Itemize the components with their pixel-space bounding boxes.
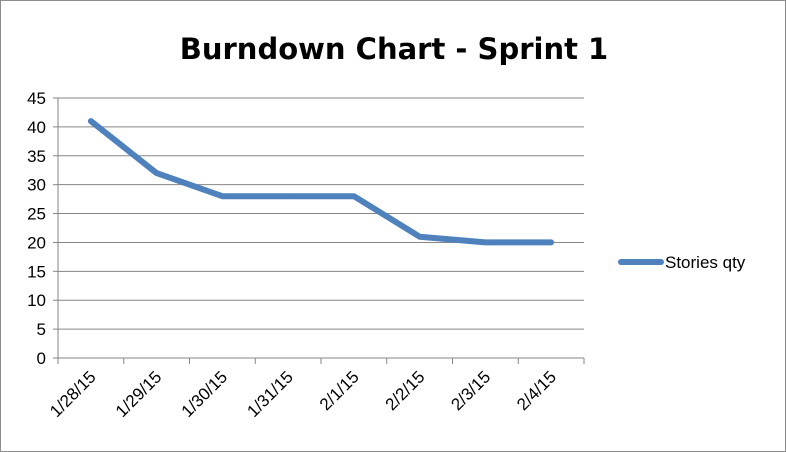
x-tick-label: 2/3/15 — [447, 367, 494, 414]
x-axis-tick-labels: 1/28/15 1/29/15 1/30/15 1/31/15 2/1/15 2/2/15… — [46, 367, 560, 421]
data-point — [287, 195, 289, 197]
y-tick-label: 40 — [27, 118, 46, 137]
y-tick-label: 30 — [27, 176, 46, 195]
legend: Stories qty — [618, 253, 746, 272]
legend-label: Stories qty — [665, 253, 746, 272]
series-layer — [87, 118, 555, 246]
y-tick-label: 5 — [37, 320, 46, 339]
x-tick-label: 1/29/15 — [112, 367, 166, 421]
y-tick-label: 0 — [37, 349, 46, 368]
data-point — [550, 241, 552, 243]
y-tick-label: 45 — [27, 89, 46, 108]
data-point — [419, 236, 421, 238]
chart-title: Burndown Chart - Sprint 1 — [180, 32, 608, 66]
x-tick-label: 1/30/15 — [178, 367, 232, 421]
x-tick-label: 1/31/15 — [243, 367, 297, 421]
x-tick-label: 2/1/15 — [316, 367, 363, 414]
axes — [53, 97, 585, 364]
y-tick-label: 10 — [27, 291, 46, 310]
x-tick-label: 2/4/15 — [513, 367, 560, 414]
y-axis-tick-labels: 0 5 10 15 20 25 30 35 40 45 — [27, 89, 46, 368]
y-tick-label: 35 — [27, 147, 46, 166]
series-line-stories-qty — [87, 118, 555, 246]
data-point — [221, 195, 223, 197]
data-point — [353, 195, 355, 197]
gridlines — [58, 97, 584, 330]
y-tick-label: 20 — [27, 233, 46, 252]
data-point — [484, 241, 486, 243]
x-tick-label: 1/28/15 — [46, 367, 100, 421]
data-point — [156, 172, 158, 174]
y-tick-label: 25 — [27, 205, 46, 224]
x-tick-label: 2/2/15 — [382, 367, 429, 414]
data-point — [90, 120, 92, 122]
y-tick-label: 15 — [27, 262, 46, 281]
